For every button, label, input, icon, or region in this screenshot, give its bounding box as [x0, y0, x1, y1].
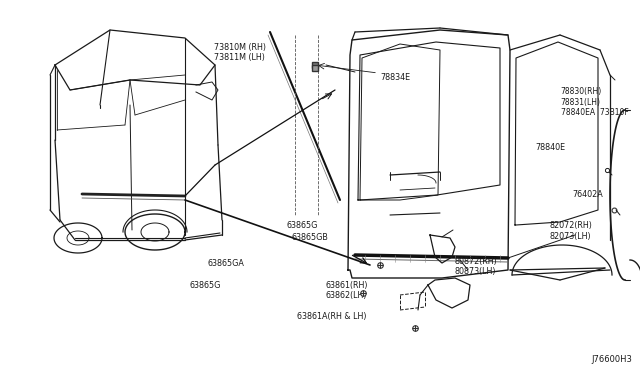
Text: 78840E: 78840E [535, 143, 565, 152]
Text: 78830(RH)
78831(LH)
78840EA  73B10F: 78830(RH) 78831(LH) 78840EA 73B10F [561, 87, 628, 117]
Text: 63865GA: 63865GA [208, 259, 245, 267]
Text: 63865G: 63865G [286, 221, 317, 230]
Text: 78834E: 78834E [381, 73, 411, 81]
Text: 76402A: 76402A [573, 190, 604, 199]
Text: 63861(RH)
63862(LH): 63861(RH) 63862(LH) [325, 281, 367, 300]
Text: 63865G: 63865G [189, 281, 221, 290]
Text: 63861A(RH & LH): 63861A(RH & LH) [297, 312, 367, 321]
Text: 82072(RH)
82073(LH): 82072(RH) 82073(LH) [549, 221, 592, 241]
Text: 63865GB: 63865GB [291, 232, 328, 241]
Text: J76600H3: J76600H3 [591, 355, 632, 364]
Text: 73810M (RH)
73811M (LH): 73810M (RH) 73811M (LH) [214, 43, 266, 62]
Text: 80872(RH)
80873(LH): 80872(RH) 80873(LH) [454, 257, 497, 276]
